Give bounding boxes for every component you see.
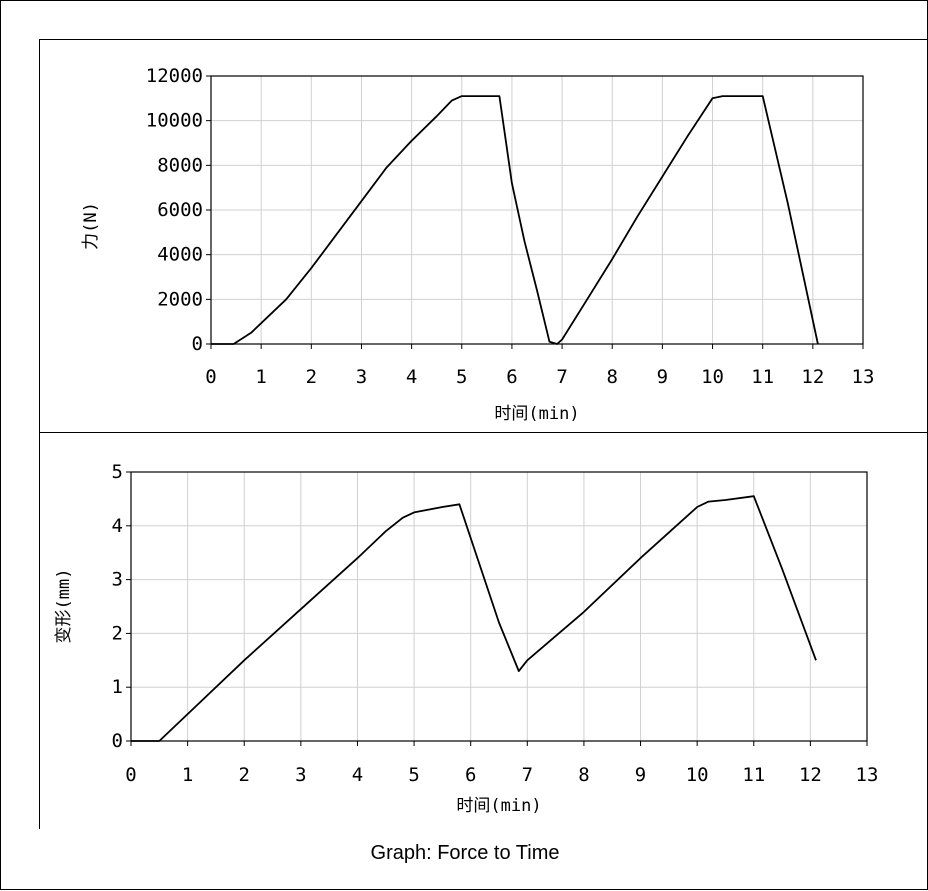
force-ytick-label: 10000 — [146, 110, 203, 132]
force-xtick-label: 5 — [456, 366, 467, 388]
force-ytick-label: 0 — [192, 333, 203, 355]
force-xtick-label: 12 — [801, 366, 824, 388]
deform-xtick-label: 9 — [635, 764, 646, 786]
deform-ytick-label: 2 — [112, 622, 123, 644]
deform-ytick-label: 4 — [112, 515, 123, 537]
force-xtick-label: 0 — [205, 366, 216, 388]
force-xtick-label: 2 — [306, 366, 317, 388]
force-xtick-label: 13 — [852, 366, 875, 388]
force-xtick-label: 8 — [607, 366, 618, 388]
deform-xtick-label: 8 — [578, 764, 589, 786]
deform-xtick-label: 2 — [239, 764, 250, 786]
force-series-line — [211, 95, 819, 345]
panel-divider — [39, 432, 928, 433]
force-xtick-label: 10 — [701, 366, 724, 388]
force-y-axis-title: 力(N) — [81, 202, 101, 250]
deform-xtick-label: 11 — [742, 764, 765, 786]
deform-xtick-label: 13 — [856, 764, 879, 786]
force-ytick-label: 12000 — [146, 65, 203, 87]
force-xtick-label: 6 — [506, 366, 517, 388]
force-ytick-label: 8000 — [157, 154, 203, 176]
deform-xtick-label: 0 — [125, 764, 136, 786]
deform-ytick-label: 0 — [112, 730, 123, 752]
deform-ytick-label: 3 — [112, 569, 123, 591]
deform-plot-frame — [130, 471, 868, 742]
deform-xtick-label: 1 — [182, 764, 193, 786]
force-x-axis-title: 时间(min) — [494, 404, 579, 424]
force-xtick-label: 1 — [255, 366, 266, 388]
force-xtick-label: 7 — [556, 366, 567, 388]
deform-series-line — [131, 495, 817, 742]
figure-caption: Graph: Force to Time — [370, 842, 560, 864]
deform-ytick-label: 1 — [112, 676, 123, 698]
deform-xtick-label: 4 — [352, 764, 363, 786]
deform-xtick-label: 10 — [686, 764, 709, 786]
deform-xtick-label: 7 — [522, 764, 533, 786]
force-ytick-label: 2000 — [157, 288, 203, 310]
force-xtick-label: 11 — [751, 366, 774, 388]
deform-xtick-label: 12 — [799, 764, 822, 786]
deform-xtick-label: 5 — [408, 764, 419, 786]
plot-container — [39, 39, 928, 829]
deform-y-axis-title: 变形(mm) — [54, 569, 74, 644]
force-xtick-label: 3 — [356, 366, 367, 388]
deform-xtick-label: 6 — [465, 764, 476, 786]
deform-ytick-label: 5 — [112, 461, 123, 483]
force-xtick-label: 9 — [657, 366, 668, 388]
force-ytick-label: 6000 — [157, 199, 203, 221]
deform-xtick-label: 3 — [295, 764, 306, 786]
force-ytick-label: 4000 — [157, 244, 203, 266]
force-xtick-label: 4 — [406, 366, 417, 388]
deform-x-axis-title: 时间(min) — [456, 796, 541, 816]
